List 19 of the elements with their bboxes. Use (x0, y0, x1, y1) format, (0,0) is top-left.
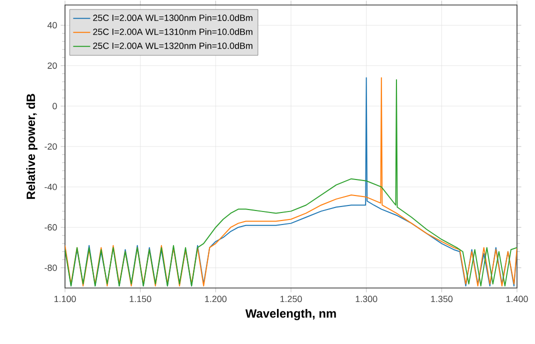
y-tick-label: -20 (44, 143, 57, 150)
y-tick-label: -80 (44, 264, 57, 271)
y-tick-label: 40 (47, 22, 57, 28)
x-tick-label: 1.300 (356, 296, 378, 302)
legend-label: 25C I=2.00A WL=1300nm Pin=10.0dBm (93, 14, 252, 22)
y-tick-label: -40 (44, 184, 57, 190)
legend-label: 25C I=2.00A WL=1310nm Pin=10.0dBm (93, 28, 252, 35)
y-tick-label: -60 (44, 224, 57, 231)
y-tick-label: 20 (48, 62, 57, 69)
y-tick-label: 0 (52, 102, 57, 110)
x-tick-label: 1.150 (130, 296, 152, 302)
x-axis-title: Wavelength, nm (245, 308, 336, 320)
x-tick-label: 1.250 (280, 296, 302, 302)
x-tick-label: 1.200 (205, 296, 227, 302)
x-tick-label: 1.350 (431, 296, 453, 302)
x-tick-label: 1.400 (506, 296, 528, 302)
legend-label: 25C I=2.00A WL=1320nm Pin=10.0dBm (93, 42, 252, 49)
y-axis-title: Relative power, dB (26, 94, 38, 199)
x-tick-label: 1.100 (54, 296, 76, 302)
